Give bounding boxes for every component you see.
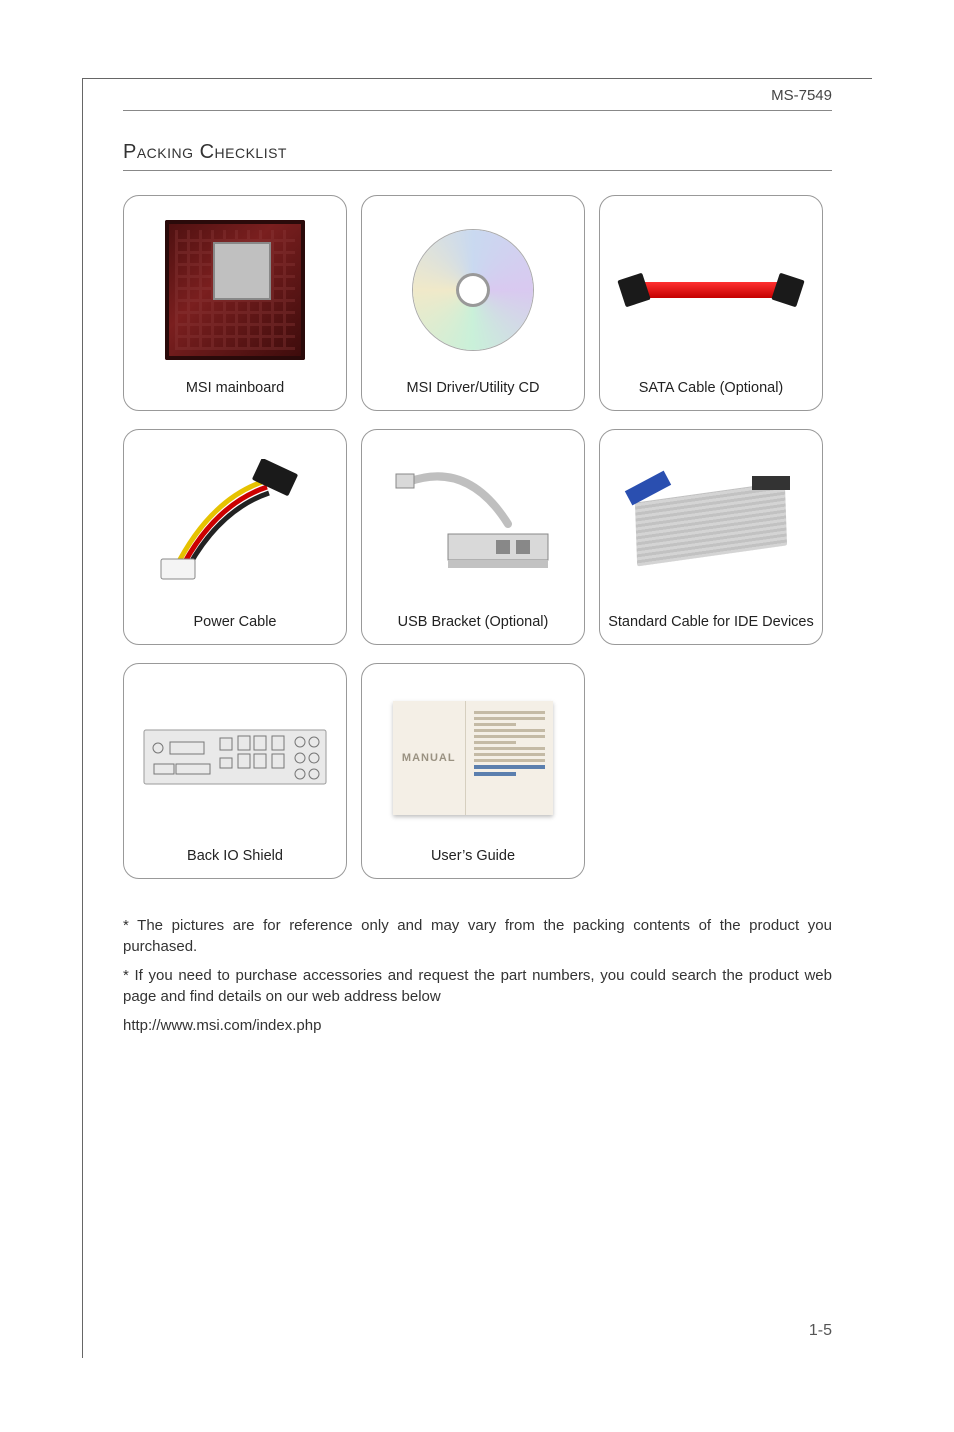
usb-bracket-image [370,438,576,609]
cd-image [370,204,576,375]
card-cd: MSI Driver/Utility CD [361,195,585,411]
card-ide: Standard Cable for IDE Devices [599,429,823,645]
title-rule [123,170,832,171]
doc-id: MS-7549 [123,79,832,110]
page-frame: MS-7549 Packing Checklist MSI mainboard … [82,78,872,1358]
card-power: Power Cable [123,429,347,645]
header-rule [123,110,832,111]
ide-label: Standard Cable for IDE Devices [608,609,814,636]
note-url: http://www.msi.com/index.php [123,1015,832,1036]
card-sata: SATA Cable (Optional) [599,195,823,411]
manual-image: MANUAL [370,672,576,843]
sata-label: SATA Cable (Optional) [639,375,784,402]
manual-label: User’s Guide [431,843,515,870]
card-io-shield: Back IO Shield [123,663,347,879]
io-shield-image [132,672,338,843]
card-manual: MANUAL User’s Guide [361,663,585,879]
section-title: Packing Checklist [123,141,832,166]
manual-cover-text: MANUAL [393,701,466,815]
ide-image [608,438,814,609]
card-mainboard: MSI mainboard [123,195,347,411]
io-shield-label: Back IO Shield [187,843,283,870]
page-number: 1-5 [809,1322,832,1340]
mainboard-label: MSI mainboard [186,375,284,402]
mainboard-image [132,204,338,375]
sata-image [608,204,814,375]
card-usb-bracket: USB Bracket (Optional) [361,429,585,645]
power-label: Power Cable [193,609,276,636]
note-2: * If you need to purchase accessories an… [123,965,832,1007]
power-cable-image [132,438,338,609]
usb-label: USB Bracket (Optional) [398,609,549,636]
footer-notes: * The pictures are for reference only an… [123,915,832,1036]
note-1: * The pictures are for reference only an… [123,915,832,957]
checklist-grid: MSI mainboard MSI Driver/Utility CD SATA… [123,195,832,879]
cd-label: MSI Driver/Utility CD [407,375,540,402]
